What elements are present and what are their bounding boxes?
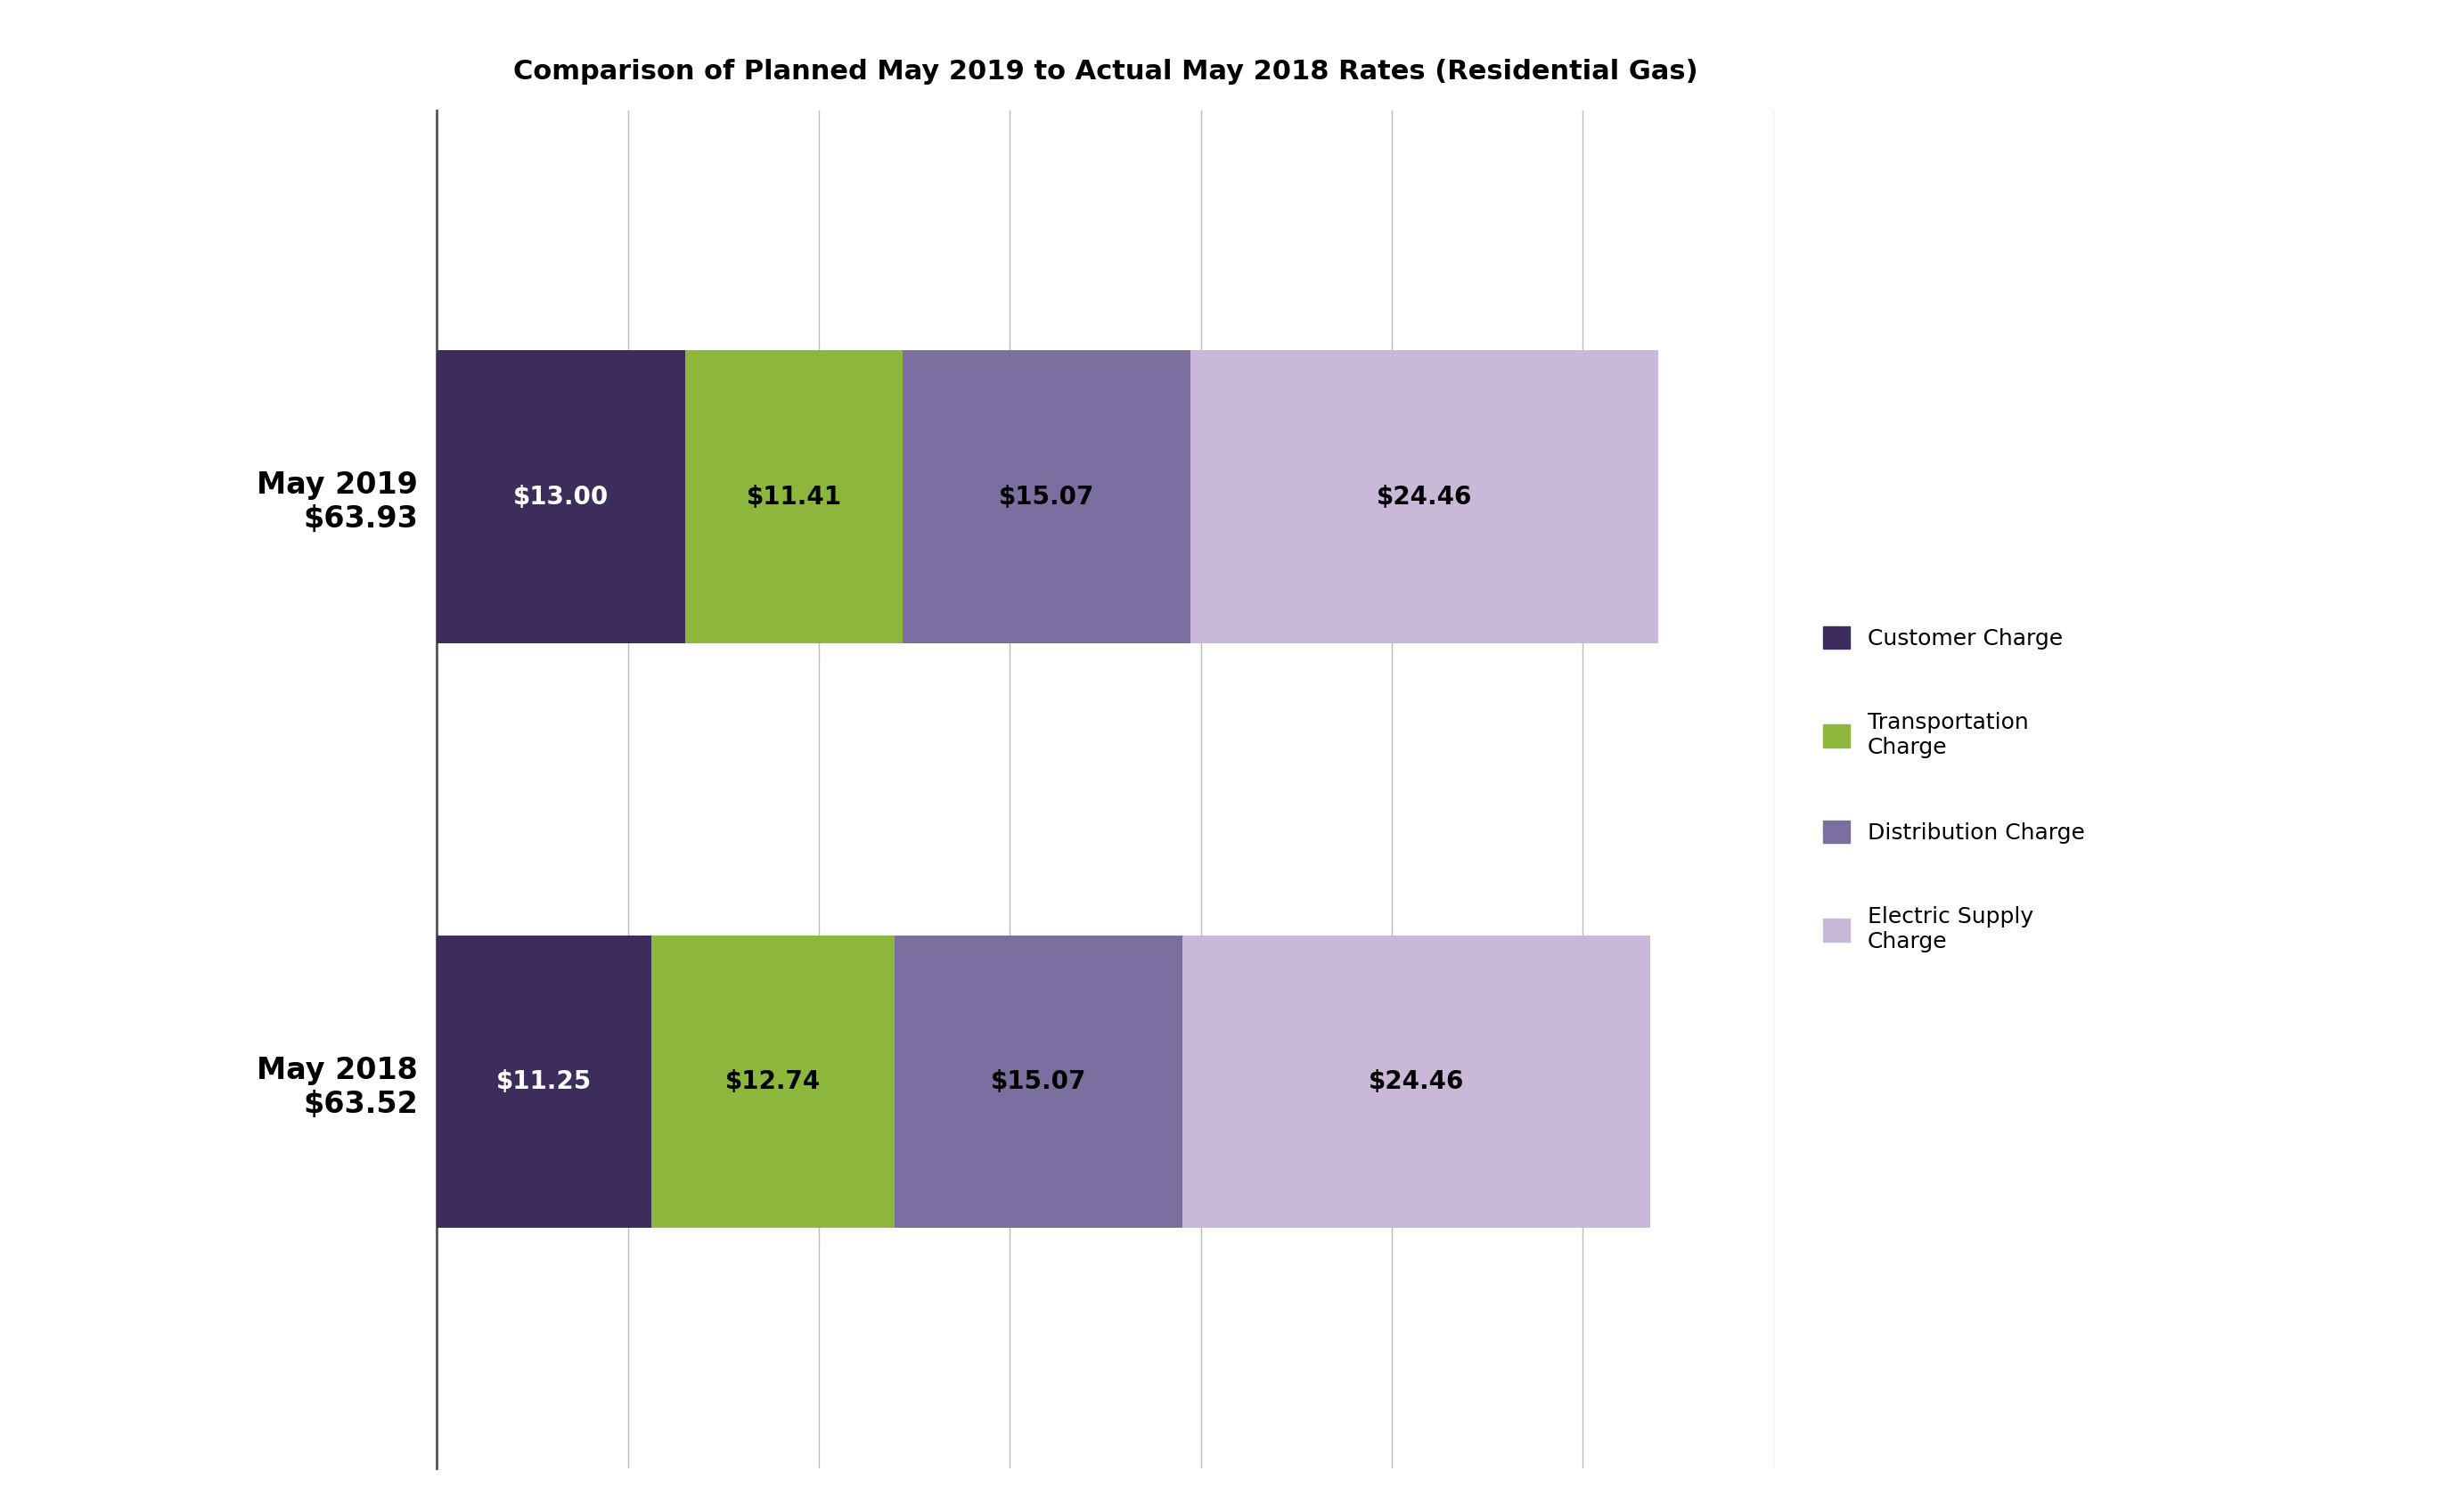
Legend: Customer Charge, Transportation
Charge, Distribution Charge, Electric Supply
Cha: Customer Charge, Transportation Charge, …	[1811, 615, 2096, 963]
Text: $15.07: $15.07	[992, 1069, 1087, 1095]
Bar	[685, 351, 904, 643]
Text: $24.46: $24.46	[1370, 1069, 1465, 1095]
Text: $13.00: $13.00	[514, 484, 609, 510]
Bar	[894, 936, 1182, 1228]
Bar	[904, 351, 1192, 643]
Text: $11.25: $11.25	[497, 1069, 592, 1095]
Text: $24.46: $24.46	[1377, 484, 1472, 510]
Text: $15.07: $15.07	[999, 484, 1094, 510]
Bar	[651, 936, 894, 1228]
Bar	[1182, 936, 1650, 1228]
Bar	[436, 936, 651, 1228]
Title: Comparison of Planned May 2019 to Actual May 2018 Rates (Residential Gas): Comparison of Planned May 2019 to Actual…	[512, 59, 1699, 85]
Text: $12.74: $12.74	[726, 1069, 821, 1095]
Bar	[436, 351, 685, 643]
Bar	[1192, 351, 1657, 643]
Text: $11.41: $11.41	[746, 484, 841, 510]
